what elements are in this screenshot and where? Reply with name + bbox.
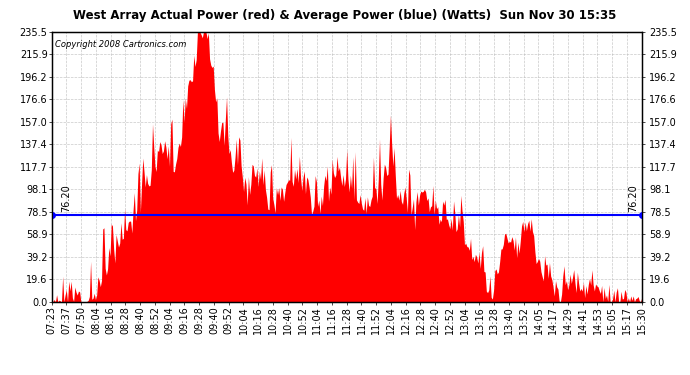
Text: 76.20: 76.20 — [61, 184, 72, 212]
Text: 76.20: 76.20 — [629, 184, 638, 212]
Text: Copyright 2008 Cartronics.com: Copyright 2008 Cartronics.com — [55, 40, 186, 49]
Text: West Array Actual Power (red) & Average Power (blue) (Watts)  Sun Nov 30 15:35: West Array Actual Power (red) & Average … — [73, 9, 617, 22]
